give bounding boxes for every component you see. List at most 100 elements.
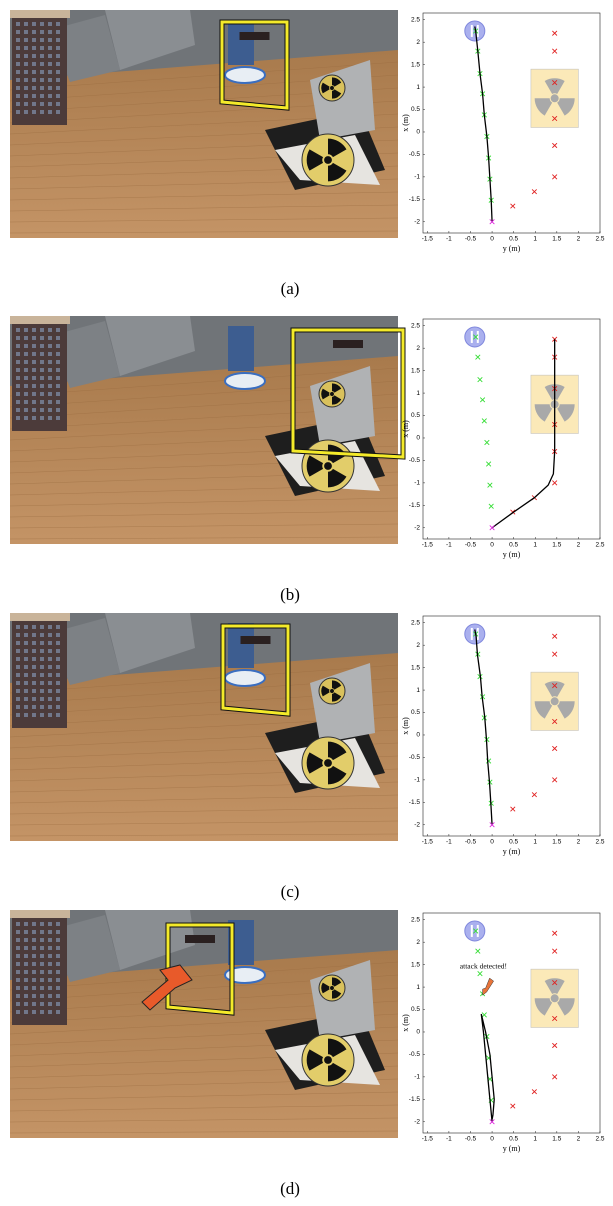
caption: (c) xyxy=(281,882,300,901)
window xyxy=(16,681,20,685)
y-tick-label: -1 xyxy=(414,174,420,181)
x-tick-label: 2.5 xyxy=(595,542,604,549)
x-tick-label: 2 xyxy=(577,1136,581,1143)
window xyxy=(56,102,60,106)
window xyxy=(32,681,36,685)
window xyxy=(24,38,28,42)
window xyxy=(56,94,60,98)
window xyxy=(32,930,36,934)
window xyxy=(56,641,60,645)
window xyxy=(40,30,44,34)
window xyxy=(48,392,52,396)
window xyxy=(40,705,44,709)
window xyxy=(48,376,52,380)
window xyxy=(32,689,36,693)
window xyxy=(32,344,36,348)
sign-center xyxy=(330,392,334,396)
window xyxy=(56,657,60,661)
window xyxy=(56,408,60,412)
window xyxy=(24,360,28,364)
x-tick-label: -1.5 xyxy=(422,236,434,243)
window xyxy=(32,400,36,404)
window xyxy=(40,360,44,364)
window xyxy=(56,689,60,693)
helipad-bar xyxy=(471,25,473,37)
y-tick-label: 1 xyxy=(416,84,420,91)
window xyxy=(16,986,20,990)
x-tick-label: 2.5 xyxy=(595,839,604,846)
window xyxy=(56,336,60,340)
window xyxy=(16,30,20,34)
window xyxy=(40,978,44,982)
helipad-bar xyxy=(477,628,479,640)
window xyxy=(40,962,44,966)
y-tick-label: -1 xyxy=(414,1074,420,1081)
y-axis-label: x (m) xyxy=(401,1014,410,1032)
window xyxy=(16,376,20,380)
window xyxy=(32,970,36,974)
window xyxy=(48,705,52,709)
window xyxy=(40,102,44,106)
window xyxy=(40,392,44,396)
window xyxy=(16,352,20,356)
window xyxy=(56,986,60,990)
window xyxy=(16,657,20,661)
window xyxy=(56,376,60,380)
photo xyxy=(10,316,403,544)
window xyxy=(56,681,60,685)
window xyxy=(24,54,28,58)
figure: -1.5-1-0.500.511.522.5-2-1.5-1-0.500.511… xyxy=(0,0,613,1206)
y-tick-label: -1 xyxy=(414,480,420,487)
window xyxy=(40,336,44,340)
drone xyxy=(185,935,215,943)
x-tick-label: -1 xyxy=(446,236,452,243)
window xyxy=(48,384,52,388)
x-tick-label: -1 xyxy=(446,839,452,846)
window xyxy=(24,22,28,26)
window xyxy=(40,922,44,926)
window xyxy=(40,697,44,701)
window xyxy=(32,705,36,709)
window xyxy=(56,70,60,74)
window xyxy=(48,54,52,58)
annotation: attack detected! xyxy=(460,962,507,971)
window xyxy=(48,994,52,998)
window xyxy=(16,954,20,958)
window xyxy=(16,689,20,693)
window xyxy=(24,938,28,942)
x-tick-label: 0.5 xyxy=(509,839,518,846)
window xyxy=(56,1010,60,1014)
window xyxy=(32,94,36,98)
window xyxy=(32,633,36,637)
window xyxy=(16,938,20,942)
window xyxy=(48,416,52,420)
window xyxy=(32,102,36,106)
y-tick-label: 1.5 xyxy=(411,961,420,968)
window xyxy=(32,328,36,332)
x-tick-label: 0.5 xyxy=(509,542,518,549)
sign-center xyxy=(324,156,332,164)
window xyxy=(24,62,28,66)
tower xyxy=(228,326,254,371)
window xyxy=(40,416,44,420)
window xyxy=(24,328,28,332)
y-tick-label: 1.5 xyxy=(411,664,420,671)
x-axis-label: y (m) xyxy=(503,550,521,559)
window xyxy=(24,922,28,926)
x-tick-label: 1 xyxy=(533,236,537,243)
x-tick-label: -0.5 xyxy=(465,1136,477,1143)
window xyxy=(40,1002,44,1006)
window xyxy=(56,922,60,926)
window xyxy=(32,978,36,982)
window xyxy=(16,54,20,58)
caption: (d) xyxy=(280,1179,300,1198)
x-tick-label: 1 xyxy=(533,542,537,549)
window xyxy=(48,1010,52,1014)
window xyxy=(48,70,52,74)
window xyxy=(48,938,52,942)
window xyxy=(48,970,52,974)
window xyxy=(48,954,52,958)
x-tick-label: -0.5 xyxy=(465,542,477,549)
window xyxy=(24,384,28,388)
window xyxy=(32,392,36,396)
